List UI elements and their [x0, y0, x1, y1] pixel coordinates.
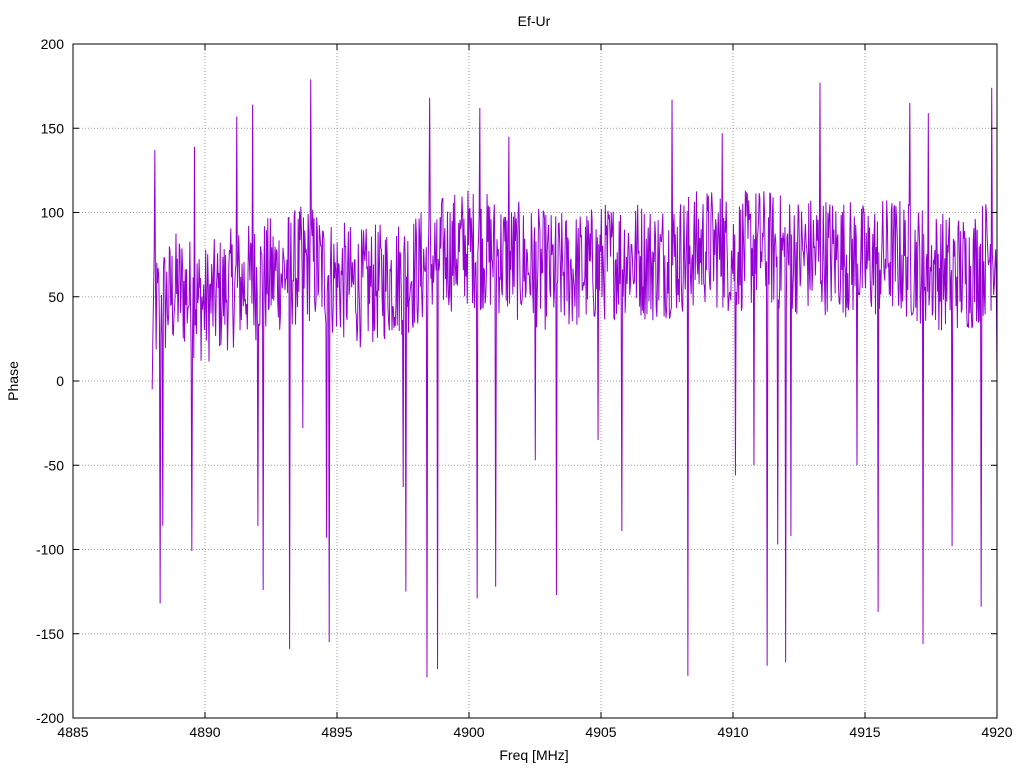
x-tick-label: 4920 — [981, 724, 1012, 740]
series-layer — [151, 79, 998, 678]
y-tick-label: 100 — [41, 205, 65, 221]
x-tick-label: 4885 — [57, 724, 88, 740]
x-tick-label: 4910 — [717, 724, 748, 740]
y-tick-label: -50 — [44, 457, 64, 473]
tick-layer: 4885 4890 4895 4900 4905 4910 4915 4920 -200 -150… — [36, 36, 1013, 740]
x-axis-label: Freq [MHz] — [499, 747, 568, 763]
y-tick-label: -150 — [36, 626, 64, 642]
x-tick-label: 4900 — [453, 724, 484, 740]
y-tick-label: 200 — [41, 36, 65, 52]
y-tick-label: -100 — [36, 542, 64, 558]
phase-series-line — [151, 79, 998, 678]
chart-title: Ef-Ur — [518, 13, 551, 29]
x-tick-label: 4895 — [321, 724, 352, 740]
y-tick-label: 50 — [48, 289, 64, 305]
y-axis-label: Phase — [5, 361, 21, 401]
x-tick-label: 4915 — [849, 724, 880, 740]
grid-lines — [73, 44, 997, 718]
y-tick-label: 0 — [56, 373, 64, 389]
x-tick-label: 4905 — [585, 724, 616, 740]
y-tick-label: -200 — [36, 710, 64, 726]
x-tick-label: 4890 — [189, 724, 220, 740]
y-tick-label: 150 — [41, 120, 65, 136]
